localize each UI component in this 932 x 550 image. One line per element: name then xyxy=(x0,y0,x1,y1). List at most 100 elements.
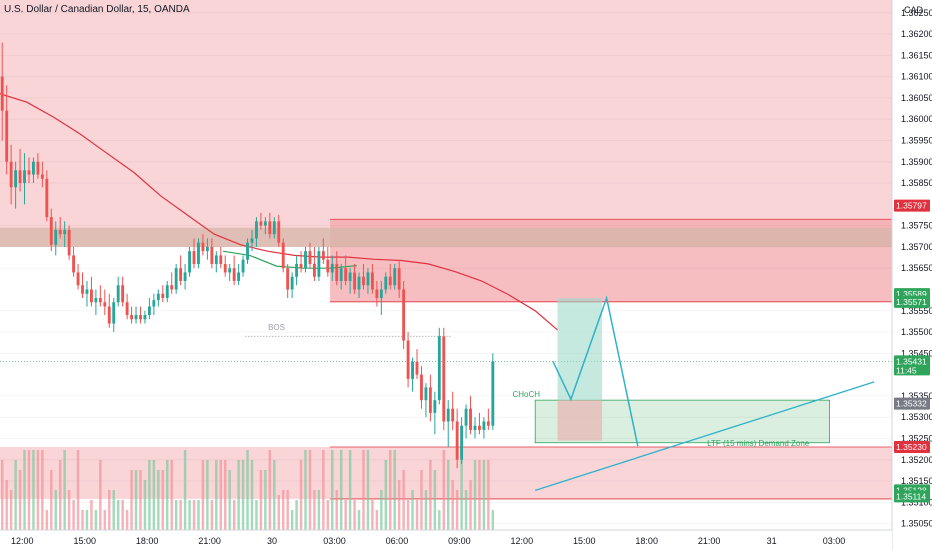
price-tick: 1.35450 xyxy=(901,348,932,358)
volume-bar xyxy=(295,500,298,530)
candle-body xyxy=(121,285,125,303)
candle-body xyxy=(125,302,129,316)
candle-body xyxy=(72,255,76,273)
volume-bar xyxy=(281,490,285,530)
candle-body xyxy=(491,361,495,426)
candle-body xyxy=(103,302,107,307)
volume-bar xyxy=(183,450,187,530)
price-tag-label: 1.35230 xyxy=(896,442,927,452)
candle-body xyxy=(98,297,102,303)
price-tag xyxy=(894,295,930,308)
volume-bar xyxy=(103,510,107,530)
candle-body xyxy=(143,315,147,320)
volume-bar xyxy=(237,460,240,530)
volume-bar xyxy=(121,500,124,530)
candles-layer[interactable] xyxy=(0,42,495,469)
volume-bar xyxy=(76,450,80,530)
price-tick: 1.35950 xyxy=(901,135,932,145)
candle-body xyxy=(197,242,200,264)
volume-bar xyxy=(366,450,370,530)
candle-body xyxy=(49,217,53,245)
zone-supply-left xyxy=(0,227,892,247)
volume-bar xyxy=(420,470,423,530)
volume-bar xyxy=(268,450,272,530)
candle-body xyxy=(277,221,281,243)
candle-body xyxy=(174,268,178,290)
volume-bar xyxy=(451,480,454,530)
volume-bar xyxy=(210,500,214,530)
volume-bar xyxy=(206,460,209,530)
volume-bar xyxy=(393,450,396,530)
volume-bar xyxy=(50,470,53,530)
time-tick: 06:00 xyxy=(386,536,409,546)
volume-bar xyxy=(224,460,227,530)
volume-bar xyxy=(14,460,17,530)
drawings-layer[interactable] xyxy=(245,295,875,492)
time-tick: 03:00 xyxy=(323,536,346,546)
candle-body xyxy=(205,246,209,252)
price-tick: 1.35650 xyxy=(901,263,932,273)
volume-bar xyxy=(447,460,450,530)
candle-body xyxy=(32,161,35,175)
volume-bar xyxy=(353,500,356,530)
volume-bar xyxy=(339,450,343,530)
price-axis-bg xyxy=(892,0,932,550)
candle-body xyxy=(290,276,294,290)
candle-body xyxy=(286,268,290,290)
candle-body xyxy=(321,251,325,260)
candle-body xyxy=(161,293,165,298)
volume-bar xyxy=(246,450,249,530)
candle-body xyxy=(464,408,468,426)
volume-bar xyxy=(473,460,477,530)
candle-body xyxy=(192,251,196,264)
candle-body xyxy=(428,387,432,413)
volume-bar xyxy=(313,490,316,530)
time-tick: 12:00 xyxy=(511,536,534,546)
candle-body xyxy=(317,251,321,277)
candle-body xyxy=(63,229,67,235)
time-tick: 15:00 xyxy=(573,536,596,546)
candle-body xyxy=(85,289,89,294)
volume-bar xyxy=(487,460,490,530)
time-axis[interactable]: 12:00 15:00 18:00 21:00 30 03:00 06:00 09:00 12:… xyxy=(0,529,892,550)
volume-bar xyxy=(290,510,294,530)
volume-bar xyxy=(85,510,89,530)
price-tag xyxy=(894,397,930,410)
volume-bar xyxy=(424,490,428,530)
candle-body xyxy=(455,421,459,460)
position-stop-area xyxy=(557,400,603,441)
candle-body xyxy=(384,276,388,290)
candle-body xyxy=(246,242,249,260)
candle-body xyxy=(223,263,227,273)
time-tick: 18:00 xyxy=(635,536,658,546)
volume-bar xyxy=(384,460,388,530)
volume-bar xyxy=(273,460,276,530)
volume-bar xyxy=(9,490,13,530)
price-tag-label: 1.35589 xyxy=(896,289,927,299)
candle-body xyxy=(469,408,472,430)
volume-bar xyxy=(1,460,4,530)
volume-bar xyxy=(152,460,156,530)
candle-body xyxy=(451,408,455,422)
price-tick: 1.35850 xyxy=(901,178,932,188)
candle-body xyxy=(393,268,397,286)
volume-bar xyxy=(125,510,129,530)
position-tool-layer[interactable] xyxy=(557,297,603,441)
volume-bar xyxy=(455,490,459,530)
price-tag-label: 1.35114 xyxy=(896,491,926,501)
candle-body xyxy=(411,361,414,379)
price-tag xyxy=(894,355,930,376)
candle-body xyxy=(134,315,138,320)
volume-bar xyxy=(23,450,26,530)
volume-bar xyxy=(174,500,178,530)
candle-body xyxy=(5,110,9,162)
candle-body xyxy=(45,178,49,218)
volume-bar xyxy=(18,470,22,530)
volume-bar xyxy=(371,500,374,530)
candle-body xyxy=(90,289,93,303)
zone-demand-lower xyxy=(0,446,892,499)
candle-body xyxy=(295,263,299,277)
candle-body xyxy=(81,285,84,294)
